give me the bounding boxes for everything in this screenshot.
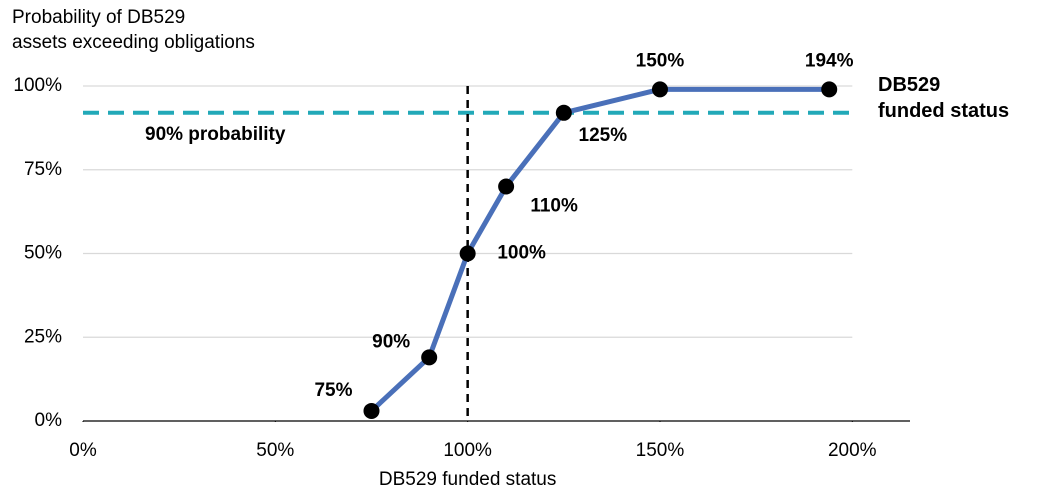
data-label: 194% (805, 50, 854, 71)
data-label: 100% (497, 243, 546, 264)
data-point (363, 402, 380, 419)
x-tick-label: 100% (443, 440, 492, 461)
data-point (498, 178, 515, 195)
x-tick-label: 50% (256, 440, 294, 461)
data-label: 125% (579, 125, 628, 146)
x-tick-label: 150% (636, 440, 685, 461)
y-tick-label: 0% (35, 410, 63, 431)
data-label: 110% (530, 196, 578, 217)
data-label: 150% (636, 50, 685, 71)
series-label: DB529 funded status (878, 74, 1010, 122)
reference-label: 90% probability (145, 124, 286, 145)
y-tick-label: 75% (24, 159, 62, 180)
y-tick-label: 25% (24, 326, 62, 347)
data-point (651, 81, 668, 98)
y-tick-label: 100% (13, 75, 62, 96)
data-point (821, 81, 838, 98)
data-label: 75% (314, 380, 352, 401)
y-axis-title: Probability of DB529 assets exceeding ob… (12, 7, 255, 53)
data-point (555, 104, 572, 121)
data-label: 90% (372, 331, 410, 352)
data-point (459, 245, 476, 262)
data-point (421, 349, 438, 366)
x-tick-label: 200% (828, 440, 877, 461)
x-axis-title: DB529 funded status (379, 469, 556, 490)
y-tick-label: 50% (24, 243, 62, 264)
x-tick-label: 0% (69, 440, 97, 461)
